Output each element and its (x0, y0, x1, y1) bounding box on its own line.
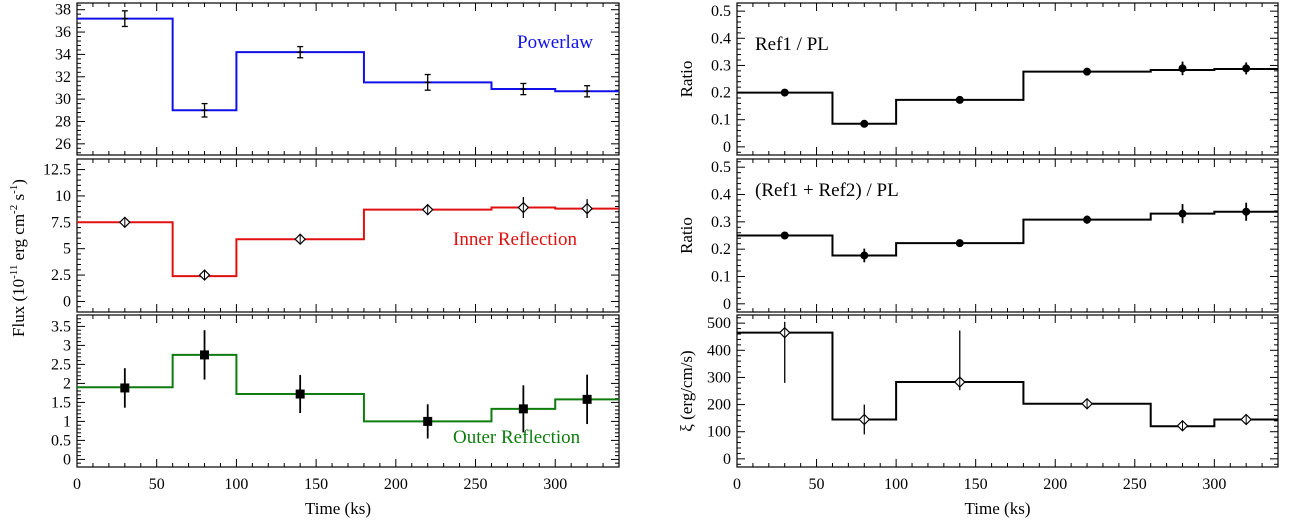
panel-left-middle: 0 2.5 5 7.5 10 12.5 Inner Reflection (43, 158, 620, 313)
y-tick-label: 0 (723, 139, 731, 156)
x-tick-label: 150 (964, 476, 988, 493)
data-point (295, 389, 305, 399)
panel-frame (736, 314, 1279, 468)
y-tick-label: 2.5 (51, 267, 71, 284)
y-tick-label: 0.5 (51, 432, 71, 449)
x-tick-label: 50 (809, 476, 825, 493)
y-tick-label: 3 (63, 337, 71, 354)
step-line (77, 353, 619, 423)
step-line (737, 331, 1278, 428)
panel-left-bottom: 0 0.5 1 1.5 2 2.5 3 3.5 Outer Reflection 0 50 100 15… (51, 314, 620, 518)
x-tick-label: 0 (73, 476, 81, 493)
step-line (77, 17, 619, 112)
y-axis-label: Ratio (677, 217, 696, 254)
y-tick-label: 400 (707, 342, 731, 359)
x-tick-label: 100 (884, 476, 908, 493)
data-point (582, 394, 592, 404)
panel-right-middle: 0 0.1 0.2 0.3 0.4 0.5 (Ref1 + Ref2) / PL Ratio (677, 158, 1279, 313)
y-tick-label: 500 (707, 315, 731, 332)
y-tick-label: 0.4 (711, 187, 731, 204)
y-tick-label: 2 (63, 375, 71, 392)
x-tick-label: 200 (384, 476, 408, 493)
y-tick-label: 0 (63, 451, 71, 468)
y-tick-label: 26 (55, 136, 71, 153)
y-tick-label: 7.5 (51, 214, 71, 231)
data-point (1083, 215, 1092, 224)
step-line (77, 206, 619, 278)
y-tick-label: 2.5 (51, 356, 71, 373)
y-tick-label: 3.5 (51, 318, 71, 335)
data-point (955, 239, 964, 248)
y-tick-label: 5 (63, 241, 71, 258)
y-tick-label: 0 (63, 293, 71, 310)
y-tick-label: 0.1 (711, 268, 731, 285)
y-tick-label: 0.2 (711, 241, 731, 258)
y-tick-label: 28 (55, 113, 71, 130)
data-point (1178, 64, 1187, 73)
x-axis-label: Time (ks) (305, 499, 371, 518)
step-line (737, 67, 1278, 125)
x-axis-label: Time (ks) (965, 499, 1031, 518)
data-point (120, 383, 130, 393)
y-tick-label: 0.1 (711, 112, 731, 129)
x-tick-label: 300 (1202, 476, 1226, 493)
y-tick-label: 0 (723, 296, 731, 313)
y-tick-label: 38 (55, 2, 71, 19)
panel-right-top: 0 0.1 0.2 0.3 0.4 0.5 Ref1 / PL Ratio (677, 2, 1279, 156)
series-label: (Ref1 + Ref2) / PL (755, 180, 899, 201)
y-tick-label: 36 (55, 24, 71, 41)
y-tick-label: 10 (55, 188, 71, 205)
x-tick-label: 0 (733, 476, 741, 493)
y-tick-label: 0.5 (711, 159, 731, 176)
y-tick-label: 1.5 (51, 394, 71, 411)
data-point (780, 88, 789, 97)
y-tick-label: 30 (55, 91, 71, 108)
series-label: Outer Reflection (453, 427, 581, 448)
y-tick-label: 300 (707, 369, 731, 386)
data-point (1242, 64, 1251, 73)
x-tick-label: 150 (304, 476, 328, 493)
y-tick-label: 12.5 (43, 162, 71, 179)
y-axis-label: ξ (erg/cm/s) (677, 350, 696, 431)
y-tick-label: 32 (55, 69, 71, 86)
y-axis-label: Ratio (677, 61, 696, 98)
data-point (200, 350, 210, 360)
step-line (737, 210, 1278, 257)
left-y-axis-label: Flux (10-11 erg cm-2 s-1) (8, 179, 28, 337)
panel-frame (736, 2, 1279, 156)
data-point (518, 404, 528, 414)
y-tick-label: 1 (63, 413, 71, 430)
data-point (860, 119, 869, 128)
data-point (423, 416, 433, 426)
y-tick-label: 0.2 (711, 85, 731, 102)
x-tick-label: 250 (1123, 476, 1147, 493)
y-tick-label: 0.3 (711, 57, 731, 74)
x-tick-label: 250 (464, 476, 488, 493)
y-tick-label: 0 (723, 451, 731, 468)
panel-frame (76, 2, 620, 156)
y-tick-label: 0.5 (711, 3, 731, 20)
x-tick-label: 300 (543, 476, 567, 493)
y-tick-label: 0.4 (711, 30, 731, 47)
panel-left-top: 26 28 30 32 34 36 38 Powerlaw (55, 2, 620, 156)
x-tick-label: 50 (149, 476, 165, 493)
data-point (1083, 67, 1092, 76)
series-label: Powerlaw (517, 32, 593, 53)
x-tick-label: 100 (224, 476, 248, 493)
data-point (780, 231, 789, 240)
y-tick-label: 0.3 (711, 214, 731, 231)
series-label: Ref1 / PL (755, 34, 829, 55)
x-tick-label: 200 (1043, 476, 1067, 493)
series-label: Inner Reflection (453, 229, 577, 250)
y-tick-label: 200 (707, 397, 731, 414)
y-tick-label: 100 (707, 424, 731, 441)
data-point (1178, 209, 1187, 218)
y-tick-label: 34 (55, 46, 71, 63)
data-point (955, 95, 964, 104)
panel-right-bottom: 0 100 200 300 400 500 ξ (erg/cm/s) 0 50 100 150 200… (677, 314, 1279, 518)
data-point (1242, 207, 1251, 216)
data-point (860, 251, 869, 260)
